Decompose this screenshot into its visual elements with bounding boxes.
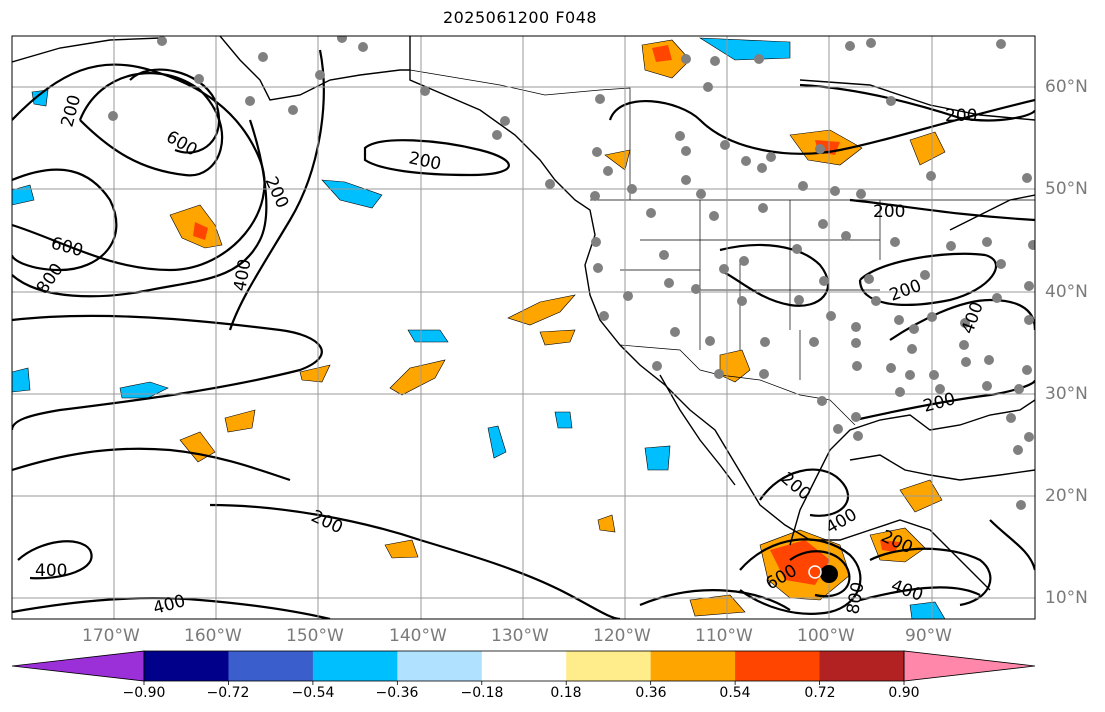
colorbar-tick-label: −0.36 xyxy=(375,685,419,701)
colorbar-tick-label: 0.18 xyxy=(550,685,582,701)
colorbar-tick-label: −0.72 xyxy=(206,685,250,701)
lon-label: 110°W xyxy=(695,626,753,646)
lon-label: 90°W xyxy=(905,626,952,646)
colorbar-tick-label: 0.36 xyxy=(635,685,667,701)
lat-label: 10°N xyxy=(1045,588,1088,608)
colorbar xyxy=(11,650,1036,685)
colorbar-segment xyxy=(228,651,314,681)
lon-label: 140°W xyxy=(389,626,447,646)
colorbar-segment xyxy=(312,651,398,681)
colorbar-segment xyxy=(650,651,736,681)
lon-label: 170°W xyxy=(82,626,140,646)
colorbar-tick-label: 0.54 xyxy=(719,685,751,701)
station-markers xyxy=(108,36,1035,510)
map-title: 2025061200 F048 xyxy=(442,8,598,27)
lat-label: 20°N xyxy=(1045,486,1088,506)
colorbar-segment xyxy=(397,651,483,681)
lat-lon-grid xyxy=(12,36,1035,619)
contour-lines xyxy=(12,49,1035,619)
lon-label: 130°W xyxy=(491,626,549,646)
colorbar-segment xyxy=(735,651,821,681)
colorbar-segment xyxy=(566,651,652,681)
colorbar-extend-high xyxy=(904,651,1035,681)
lon-label: 100°W xyxy=(797,626,855,646)
colorbar-tick-label: 0.90 xyxy=(888,685,920,701)
coastlines xyxy=(12,36,1035,591)
contour-label: 200 xyxy=(873,202,905,222)
colorbar-tick-label: −0.90 xyxy=(122,685,166,701)
lon-label: 120°W xyxy=(593,626,651,646)
colorbar-extend-low xyxy=(12,651,144,681)
contour-label: 400 xyxy=(35,561,67,581)
contour-label: 200 xyxy=(945,106,977,126)
map-frame xyxy=(11,35,1036,620)
colorbar-tick-label: −0.18 xyxy=(460,685,504,701)
colorbar-segment xyxy=(481,651,567,681)
colorbar-segment xyxy=(819,651,905,681)
lon-label: 160°W xyxy=(184,626,242,646)
colorbar-tick-label: −0.54 xyxy=(291,685,335,701)
colorbar-tick-label: 0.72 xyxy=(804,685,836,701)
lat-label: 60°N xyxy=(1045,77,1088,97)
colorbar-segment xyxy=(144,651,229,681)
lat-label: 50°N xyxy=(1045,179,1088,199)
lon-label: 150°W xyxy=(286,626,344,646)
lat-label: 30°N xyxy=(1045,384,1088,404)
storm-center-marker xyxy=(808,565,838,583)
borders xyxy=(409,69,1035,426)
lat-label: 40°N xyxy=(1045,282,1088,302)
